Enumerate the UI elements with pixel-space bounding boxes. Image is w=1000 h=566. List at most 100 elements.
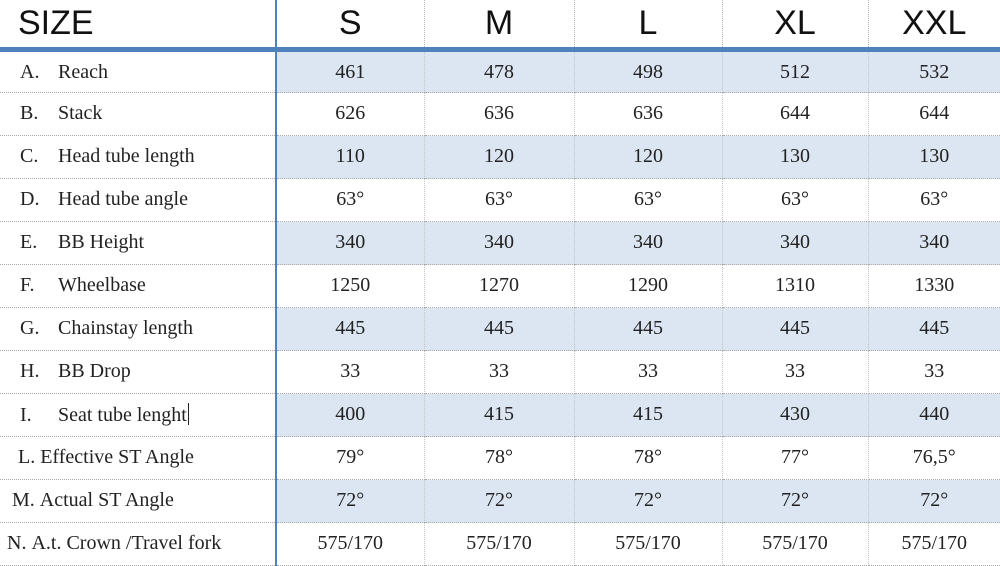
cell-value: 575/170 <box>868 522 1000 566</box>
cell-value: 445 <box>574 307 723 351</box>
row-label: A. Reach <box>0 49 277 93</box>
table-row-bb-drop: H. BB Drop 33 33 33 33 33 <box>0 350 1000 394</box>
cell-value: 575/170 <box>424 522 575 566</box>
row-name: A.t. Crown /Travel fork <box>31 532 222 554</box>
cell-value: 626 <box>276 92 425 136</box>
cell-value: 78° <box>424 436 575 480</box>
size-column-s: S <box>276 0 425 52</box>
cell-value: 1250 <box>276 264 425 308</box>
row-letter: N. <box>7 532 27 554</box>
table-row-wheelbase: F. Wheelbase 1250 1270 1290 1310 1330 <box>0 264 1000 308</box>
row-name: Reach <box>58 61 108 83</box>
cell-value: 340 <box>276 221 425 265</box>
cell-value: 72° <box>276 479 425 523</box>
cell-value: 33 <box>424 350 575 394</box>
table-row-head-tube-angle: D. Head tube angle 63° 63° 63° 63° 63° <box>0 178 1000 222</box>
cell-value: 415 <box>574 393 723 437</box>
cell-value: 110 <box>276 135 425 179</box>
row-name: Effective ST Angle <box>40 446 194 468</box>
header-row: SIZE S M L XL XXL <box>0 0 1000 52</box>
cell-value: 644 <box>722 92 869 136</box>
row-name: Actual ST Angle <box>39 489 174 511</box>
cell-value: 72° <box>868 479 1000 523</box>
row-letter: H. <box>20 360 40 382</box>
cell-value: 120 <box>574 135 723 179</box>
cell-value: 79° <box>276 436 425 480</box>
row-letter: M. <box>12 489 35 511</box>
cell-value: 63° <box>868 178 1000 222</box>
row-letter: F. <box>20 274 35 296</box>
row-label: M. Actual ST Angle <box>0 479 277 523</box>
row-letter: E. <box>20 231 38 253</box>
cell-value: 445 <box>276 307 425 351</box>
size-header: SIZE <box>0 0 277 52</box>
cell-value: 72° <box>424 479 575 523</box>
cell-value: 636 <box>574 92 723 136</box>
cell-value: 532 <box>868 49 1000 93</box>
row-name: Wheelbase <box>58 274 146 296</box>
cell-value: 644 <box>868 92 1000 136</box>
cell-value: 340 <box>868 221 1000 265</box>
row-name: Stack <box>58 102 103 124</box>
row-label: C. Head tube length <box>0 135 277 179</box>
row-name: BB Height <box>58 231 145 253</box>
cell-value: 63° <box>574 178 723 222</box>
cell-value: 575/170 <box>574 522 723 566</box>
cell-value: 445 <box>868 307 1000 351</box>
cell-value: 340 <box>722 221 869 265</box>
row-label[interactable]: I. Seat tube lenght <box>0 393 277 437</box>
row-label: L. Effective ST Angle <box>0 436 277 480</box>
text-cursor <box>187 403 189 425</box>
cell-value: 130 <box>722 135 869 179</box>
cell-value: 415 <box>424 393 575 437</box>
table-row-seat-tube-length: I. Seat tube lenght 400 415 415 430 440 <box>0 393 1000 437</box>
table-row-actual-st-angle: M. Actual ST Angle 72° 72° 72° 72° 72° <box>0 479 1000 523</box>
row-label: N. A.t. Crown /Travel fork <box>0 522 277 566</box>
row-name: Head tube angle <box>58 188 188 210</box>
cell-value: 1270 <box>424 264 575 308</box>
table-row-crown-travel-fork: N. A.t. Crown /Travel fork 575/170 575/17… <box>0 522 1000 566</box>
size-column-xxl: XXL <box>868 0 1000 52</box>
row-label: B. Stack <box>0 92 277 136</box>
cell-value: 445 <box>424 307 575 351</box>
cell-value: 575/170 <box>276 522 425 566</box>
cell-value: 340 <box>574 221 723 265</box>
table-row-effective-st-angle: L. Effective ST Angle 79° 78° 78° 77° 76,… <box>0 436 1000 480</box>
cell-value: 400 <box>276 393 425 437</box>
row-label: G. Chainstay length <box>0 307 277 351</box>
cell-value: 445 <box>722 307 869 351</box>
cell-value: 1310 <box>722 264 869 308</box>
cell-value: 440 <box>868 393 1000 437</box>
cell-value: 33 <box>276 350 425 394</box>
cell-value: 76,5° <box>868 436 1000 480</box>
table-row-reach: A. Reach 461 478 498 512 532 <box>0 49 1000 93</box>
row-letter: A. <box>20 61 40 83</box>
cell-value: 498 <box>574 49 723 93</box>
size-column-m: M <box>424 0 575 52</box>
cell-value: 461 <box>276 49 425 93</box>
row-label: H. BB Drop <box>0 350 277 394</box>
cell-value: 72° <box>722 479 869 523</box>
row-name: Chainstay length <box>58 317 193 339</box>
cell-value: 575/170 <box>722 522 869 566</box>
cell-value: 430 <box>722 393 869 437</box>
table-row-chainstay-length: G. Chainstay length 445 445 445 445 445 <box>0 307 1000 351</box>
row-label: F. Wheelbase <box>0 264 277 308</box>
row-letter: G. <box>20 317 40 339</box>
cell-value: 63° <box>424 178 575 222</box>
size-column-l: L <box>574 0 723 52</box>
table-row-stack: B. Stack 626 636 636 644 644 <box>0 92 1000 136</box>
row-name: BB Drop <box>58 360 131 382</box>
cell-value: 33 <box>868 350 1000 394</box>
cell-value: 33 <box>722 350 869 394</box>
cell-value: 78° <box>574 436 723 480</box>
row-label: E. BB Height <box>0 221 277 265</box>
cell-value: 636 <box>424 92 575 136</box>
cell-value: 63° <box>276 178 425 222</box>
cell-value: 63° <box>722 178 869 222</box>
cell-value: 120 <box>424 135 575 179</box>
table-row-head-tube-length: C. Head tube length 110 120 120 130 130 <box>0 135 1000 179</box>
cell-value: 72° <box>574 479 723 523</box>
